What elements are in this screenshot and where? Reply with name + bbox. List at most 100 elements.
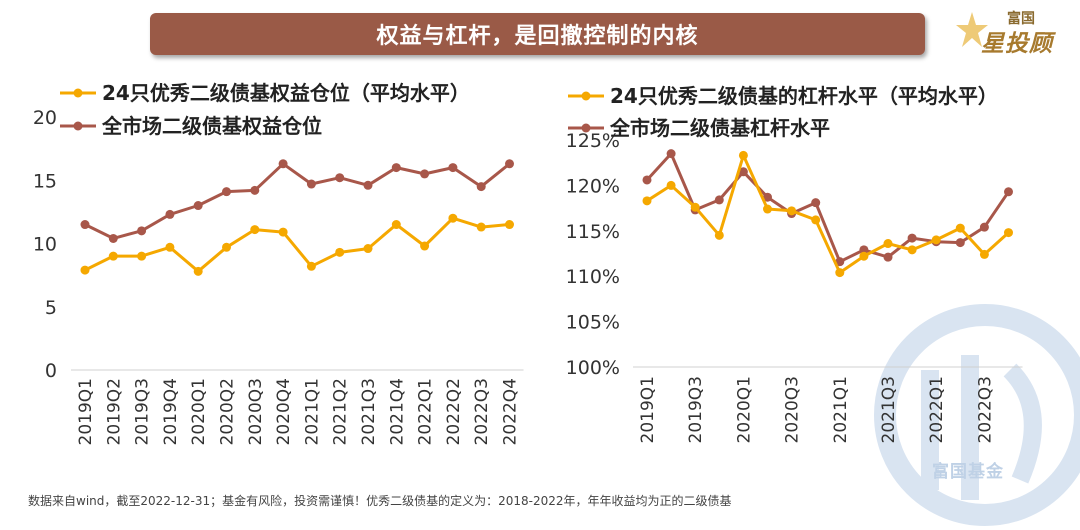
data-point	[448, 163, 458, 173]
data-point	[666, 149, 676, 159]
y-tick-label: 15	[33, 170, 57, 192]
data-point	[137, 226, 147, 236]
series-line	[646, 153, 1010, 275]
x-tick-label: 2021Q1	[831, 376, 851, 443]
x-tick-label: 2022Q1	[416, 378, 436, 445]
data-point	[193, 266, 203, 276]
y-tick-label: 120%	[566, 175, 620, 197]
data-point	[80, 220, 90, 230]
logo-main-text: 星投顾	[981, 31, 1053, 57]
data-point	[979, 222, 989, 232]
data-point	[363, 180, 373, 190]
y-tick-label: 105%	[566, 312, 620, 334]
legend-swatch-marker	[581, 91, 591, 101]
x-tick-label: 2021Q2	[331, 378, 351, 445]
y-tick-label: 125%	[566, 130, 620, 152]
logo-top-text: 富国	[1007, 11, 1035, 27]
x-tick-label: 2022Q3	[472, 378, 492, 445]
legend-swatch-marker	[581, 123, 591, 133]
data-point	[883, 252, 893, 262]
data-point	[165, 242, 175, 252]
data-point	[811, 215, 821, 225]
x-tick-label: 2019Q3	[133, 378, 153, 445]
data-point	[1004, 187, 1013, 197]
data-point	[883, 239, 893, 249]
y-tick-label: 100%	[566, 357, 620, 379]
data-point	[642, 196, 652, 206]
data-point	[505, 159, 514, 169]
x-tick-label: 2022Q3	[975, 376, 995, 443]
series-line	[84, 216, 510, 273]
data-point	[666, 180, 676, 190]
data-point	[931, 235, 941, 245]
legend-label: 全市场二级债基权益仓位	[101, 114, 322, 138]
data-point	[476, 182, 486, 192]
data-point	[222, 187, 231, 197]
data-point	[955, 238, 965, 248]
x-tick-label: 2020Q4	[274, 378, 294, 445]
data-point	[835, 268, 845, 278]
data-point	[763, 204, 772, 214]
data-point	[420, 241, 430, 251]
footer-note: 数据来自wind，截至2022-12-31；基金有风险，投资需谨慎！优秀二级债基…	[28, 494, 732, 508]
legend-label: 24只优秀二级债基的杠杆水平（平均水平）	[610, 84, 998, 108]
data-point	[363, 244, 373, 254]
data-point	[811, 198, 821, 208]
data-point	[278, 159, 288, 169]
x-tick-label: 2019Q1	[638, 376, 658, 443]
x-tick-label: 2020Q1	[189, 378, 209, 445]
data-point	[108, 233, 118, 243]
data-point	[907, 245, 917, 255]
y-tick-label: 110%	[566, 266, 620, 288]
data-point	[979, 249, 989, 259]
data-point	[391, 163, 401, 173]
y-tick-label: 115%	[566, 221, 620, 243]
series-line	[645, 152, 1010, 264]
x-tick-label: 2019Q2	[104, 378, 124, 445]
charts-canvas: 0 5 10 15 20 2019Q1 2019Q2 2019Q3 2019Q4 2020Q1 20…	[33, 81, 1023, 445]
data-point	[714, 230, 724, 240]
banner-title: 权益与杠杆，是回撤控制的内核	[376, 24, 699, 49]
data-point	[642, 175, 652, 185]
data-point	[80, 265, 90, 275]
x-tick-label: 2021Q4	[387, 378, 407, 445]
data-point	[420, 169, 430, 179]
watermark-text: 富国基金	[932, 462, 1004, 482]
series-line	[84, 162, 511, 240]
data-point	[250, 185, 260, 195]
data-point	[250, 225, 260, 235]
data-point	[448, 213, 458, 223]
data-point	[787, 206, 797, 216]
x-tick-label: 2020Q3	[783, 376, 803, 443]
data-point	[955, 223, 965, 233]
x-tick-label: 2022Q2	[444, 378, 464, 445]
y-tick-label: 20	[33, 107, 57, 129]
legend-label: 24只优秀二级债基权益仓位（平均水平）	[102, 81, 470, 105]
data-point	[738, 150, 748, 160]
data-point	[859, 251, 869, 261]
legend-label: 全市场二级债基杠杆水平	[609, 116, 830, 140]
data-point	[1004, 228, 1013, 238]
x-tick-label: 2019Q4	[161, 378, 181, 445]
data-point	[278, 227, 288, 237]
data-point	[306, 261, 316, 271]
legend-swatch-marker	[73, 88, 83, 98]
y-tick-label: 5	[45, 297, 57, 319]
data-point	[690, 202, 700, 212]
brand-logo: 富国 星投顾	[955, 8, 1065, 58]
x-tick-label: 2021Q3	[879, 376, 899, 443]
data-point	[391, 220, 401, 230]
data-point	[137, 251, 147, 261]
data-point	[108, 251, 118, 261]
data-point	[505, 220, 514, 230]
x-tick-label: 2020Q2	[218, 378, 238, 445]
data-point	[335, 173, 345, 183]
star-icon	[956, 12, 988, 47]
data-point	[476, 222, 486, 232]
data-point	[222, 242, 231, 252]
x-tick-label: 2020Q3	[246, 378, 266, 445]
data-point	[714, 195, 724, 205]
x-tick-label: 2022Q1	[927, 376, 947, 443]
data-point	[738, 167, 748, 177]
data-point	[306, 179, 316, 189]
